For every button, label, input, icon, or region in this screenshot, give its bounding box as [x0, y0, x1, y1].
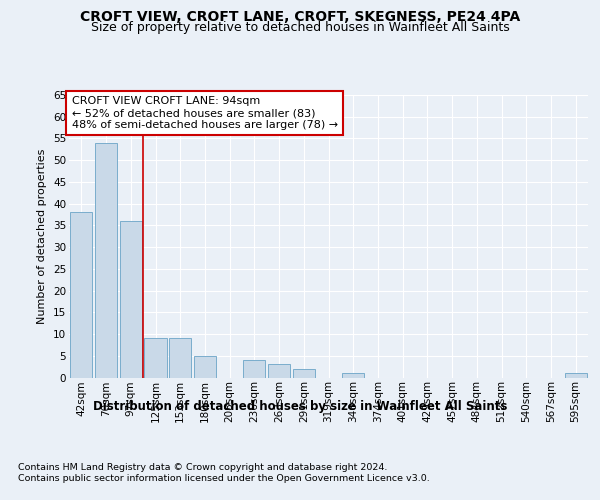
- Bar: [194, 356, 216, 378]
- Text: Contains public sector information licensed under the Open Government Licence v3: Contains public sector information licen…: [18, 474, 430, 483]
- Text: Distribution of detached houses by size in Wainfleet All Saints: Distribution of detached houses by size …: [93, 400, 507, 413]
- Bar: [565, 373, 587, 378]
- Bar: [268, 364, 290, 378]
- Bar: [342, 373, 364, 378]
- Text: Contains HM Land Registry data © Crown copyright and database right 2024.: Contains HM Land Registry data © Crown c…: [18, 462, 388, 471]
- Bar: [293, 369, 315, 378]
- Bar: [119, 221, 142, 378]
- Bar: [243, 360, 265, 378]
- Text: CROFT VIEW CROFT LANE: 94sqm
← 52% of detached houses are smaller (83)
48% of se: CROFT VIEW CROFT LANE: 94sqm ← 52% of de…: [71, 96, 338, 130]
- Bar: [145, 338, 167, 378]
- Text: Size of property relative to detached houses in Wainfleet All Saints: Size of property relative to detached ho…: [91, 21, 509, 34]
- Bar: [70, 212, 92, 378]
- Y-axis label: Number of detached properties: Number of detached properties: [37, 148, 47, 324]
- Bar: [169, 338, 191, 378]
- Bar: [95, 143, 117, 378]
- Text: CROFT VIEW, CROFT LANE, CROFT, SKEGNESS, PE24 4PA: CROFT VIEW, CROFT LANE, CROFT, SKEGNESS,…: [80, 10, 520, 24]
